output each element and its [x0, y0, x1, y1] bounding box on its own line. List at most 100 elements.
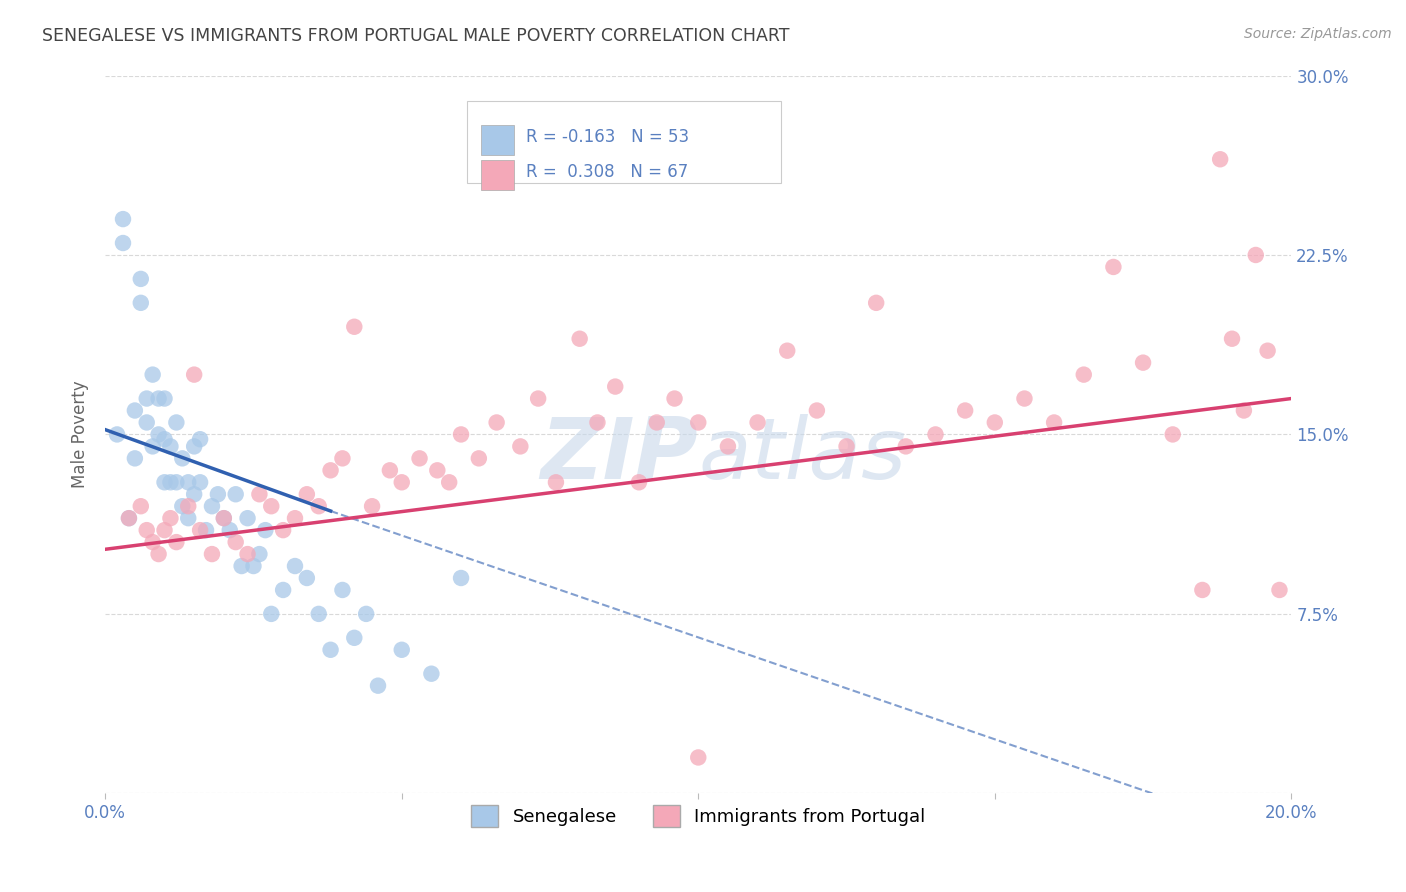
Point	[391, 475, 413, 490]
Point	[568, 332, 591, 346]
Point	[172, 451, 194, 466]
Point	[1244, 248, 1267, 262]
Point	[271, 582, 294, 597]
Point	[148, 547, 170, 561]
Point	[135, 523, 157, 537]
Point	[894, 439, 917, 453]
Point	[188, 523, 211, 537]
Text: Source: ZipAtlas.com: Source: ZipAtlas.com	[1244, 27, 1392, 41]
Point	[865, 295, 887, 310]
Point	[408, 451, 430, 466]
Point	[450, 571, 472, 585]
Point	[295, 487, 318, 501]
Text: R =  0.308   N = 67: R = 0.308 N = 67	[526, 162, 689, 181]
Point	[165, 416, 187, 430]
Point	[159, 439, 181, 453]
Point	[1102, 260, 1125, 274]
Point	[984, 416, 1007, 430]
Point	[354, 607, 377, 621]
Point	[627, 475, 650, 490]
Point	[165, 475, 187, 490]
Point	[544, 475, 567, 490]
Point	[111, 212, 134, 227]
Point	[124, 403, 146, 417]
Point	[242, 559, 264, 574]
Text: ZIP: ZIP	[541, 415, 699, 498]
Point	[284, 559, 307, 574]
Point	[437, 475, 460, 490]
Point	[343, 319, 366, 334]
Point	[953, 403, 976, 417]
Point	[177, 475, 200, 490]
Point	[509, 439, 531, 453]
Point	[118, 511, 141, 525]
Point	[924, 427, 946, 442]
Point	[142, 368, 165, 382]
Point	[485, 416, 508, 430]
FancyBboxPatch shape	[481, 125, 515, 155]
Point	[177, 511, 200, 525]
Point	[1268, 582, 1291, 597]
Legend: Senegalese, Immigrants from Portugal: Senegalese, Immigrants from Portugal	[464, 798, 932, 835]
Point	[142, 439, 165, 453]
Point	[1014, 392, 1036, 406]
Point	[177, 500, 200, 514]
Point	[201, 500, 224, 514]
Point	[806, 403, 828, 417]
Point	[135, 392, 157, 406]
Point	[260, 607, 283, 621]
Point	[148, 392, 170, 406]
Point	[153, 475, 176, 490]
Point	[218, 523, 240, 537]
Point	[188, 432, 211, 446]
Point	[586, 416, 609, 430]
Point	[308, 500, 330, 514]
Point	[527, 392, 550, 406]
Point	[231, 559, 253, 574]
Point	[1132, 356, 1154, 370]
Point	[1220, 332, 1243, 346]
Point	[378, 463, 401, 477]
Y-axis label: Male Poverty: Male Poverty	[72, 381, 89, 488]
Point	[1043, 416, 1066, 430]
Point	[249, 547, 271, 561]
Point	[249, 487, 271, 501]
Text: R = -0.163   N = 53: R = -0.163 N = 53	[526, 128, 689, 146]
Point	[468, 451, 491, 466]
Point	[129, 295, 152, 310]
Point	[153, 432, 176, 446]
Point	[105, 427, 128, 442]
Point	[124, 451, 146, 466]
Point	[159, 511, 181, 525]
Point	[343, 631, 366, 645]
Point	[426, 463, 449, 477]
Point	[172, 500, 194, 514]
Point	[188, 475, 211, 490]
Point	[153, 523, 176, 537]
Point	[129, 500, 152, 514]
Point	[1257, 343, 1279, 358]
Point	[835, 439, 858, 453]
Point	[284, 511, 307, 525]
Point	[207, 487, 229, 501]
Point	[165, 535, 187, 549]
Point	[688, 750, 710, 764]
Point	[367, 679, 389, 693]
Point	[236, 547, 259, 561]
Point	[183, 439, 205, 453]
Point	[1161, 427, 1184, 442]
Point	[225, 487, 247, 501]
Point	[153, 392, 176, 406]
Point	[717, 439, 740, 453]
Point	[236, 511, 259, 525]
Text: atlas: atlas	[699, 415, 907, 498]
Point	[135, 416, 157, 430]
FancyBboxPatch shape	[481, 160, 515, 190]
Point	[332, 582, 354, 597]
Point	[361, 500, 384, 514]
Point	[319, 642, 342, 657]
Point	[195, 523, 218, 537]
Point	[1233, 403, 1256, 417]
Point	[159, 475, 181, 490]
Point	[332, 451, 354, 466]
